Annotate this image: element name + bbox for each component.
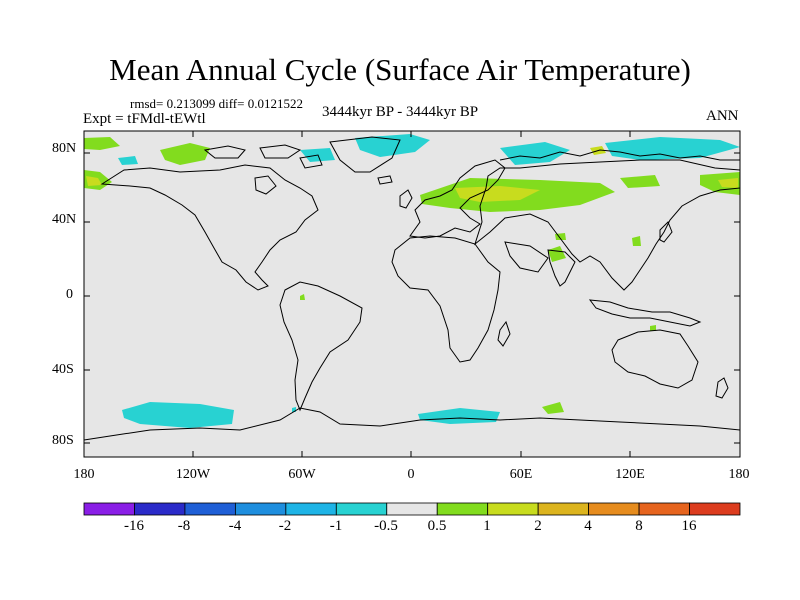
season-label: ANN [706,108,739,124]
lat-label-40n: 40N [52,212,77,227]
anomaly-patch-arctic-green [84,137,120,150]
anomaly-patch-eurasia-yellow [455,186,540,202]
colorbar-swatch [487,502,539,516]
anomaly-patch-india-green [548,246,566,262]
coast-arabia [504,241,549,273]
colorbar-label-10: 4 [584,518,592,534]
coast-new-zealand [715,377,729,399]
coast-australia [611,329,699,389]
colorbar-swatch [436,502,489,516]
period-label: 3444kyr BP - 3444kyr BP [322,104,479,120]
map-frame [83,130,741,458]
lon-label-60w: 60W [288,467,316,482]
stats-text: rmsd= 0.213099 diff= 0.0121522 [130,96,303,111]
anomaly-patch-norway-cyan [500,142,570,165]
anomaly-patch-indonesia-green [650,325,656,331]
anomaly-patch-bering-yellow [86,176,102,186]
experiment-label: Expt = tFMdl-tEWtl [83,111,206,127]
colorbar-swatch [184,502,236,516]
coast-north-america [100,164,319,291]
colorbar-label-2: -8 [177,518,191,534]
lon-label-120e: 120E [615,467,645,482]
anomaly-patch-siberia-green [620,175,660,188]
lon-label-180e: 180 [728,467,750,482]
colorbar-label-5: -1 [329,518,343,534]
anomaly-patch-greenland-cyan [355,134,430,157]
coastlines [84,136,740,441]
coast-asia [474,159,740,291]
lon-label-180w: 180 [73,467,95,482]
colorbar-label-7: 0.5 [427,518,447,534]
lat-label-40s: 40S [52,362,74,377]
anomaly-patch-southindian-cyan [418,408,500,424]
coast-india [547,249,576,287]
colorbar-swatch [638,502,690,516]
lon-label-60e: 60E [509,467,533,482]
colorbar-swatch [285,502,337,516]
anomaly-patch-siberia-cyan [605,137,740,160]
coast-africa [391,235,501,363]
colorbar-label-8: 1 [483,518,491,534]
anomaly-patch-china-green [632,236,641,246]
coast-antarctica [84,407,740,441]
lon-label-120w: 120W [175,467,211,482]
coast-greenland [329,136,401,173]
colorbar-label-1: -16 [124,518,144,534]
anomaly-patch-antarctic-green [542,402,564,414]
colorbar-swatch [588,502,640,516]
colorbar-swatch [234,502,287,516]
anomaly-patch-eastsib-yellow [718,178,738,188]
map-ticks [84,131,740,457]
coast-iceland [377,175,393,185]
coast-siberia-north [499,149,740,161]
anomaly-patch-canada-cyan [118,156,138,165]
colorbar-label-12: 16 [681,518,697,534]
colorbar-swatch [689,502,741,516]
colorbar-label-3: -4 [228,518,242,534]
coast-madagascar [497,320,511,347]
colorbar [83,502,741,516]
lat-label-eq: 0 [66,287,73,302]
lat-label-80s: 80S [52,433,74,448]
colorbar-label-9: 2 [534,518,542,534]
colorbar-swatch [83,502,135,516]
colorbar-label-4: -2 [278,518,292,534]
anomaly-layer [84,134,740,428]
coast-japan [659,221,673,243]
colorbar-swatch [335,502,388,516]
anomaly-patch-pacific-green [300,294,305,300]
anomaly-patch-southpacific-cyan [122,402,234,428]
lon-label-0: 0 [407,467,415,482]
lat-label-80n: 80N [52,141,77,156]
coast-south-america [279,281,363,412]
colorbar-swatch [537,502,590,516]
coast-british-isles [399,189,413,209]
colorbar-swatch [134,502,186,516]
colorbar-swatch [386,502,438,516]
coast-europe [409,159,506,239]
colorbar-label-6: -0.5 [374,518,398,534]
coast-indonesia [588,299,702,327]
anomaly-patch-canada-green [160,143,210,165]
colorbar-label-11: 8 [635,518,643,534]
map-title: Mean Annual Cycle (Surface Air Temperatu… [109,52,691,87]
coast-arctic-islands [203,144,323,169]
coast-hudson-bay [254,175,277,195]
